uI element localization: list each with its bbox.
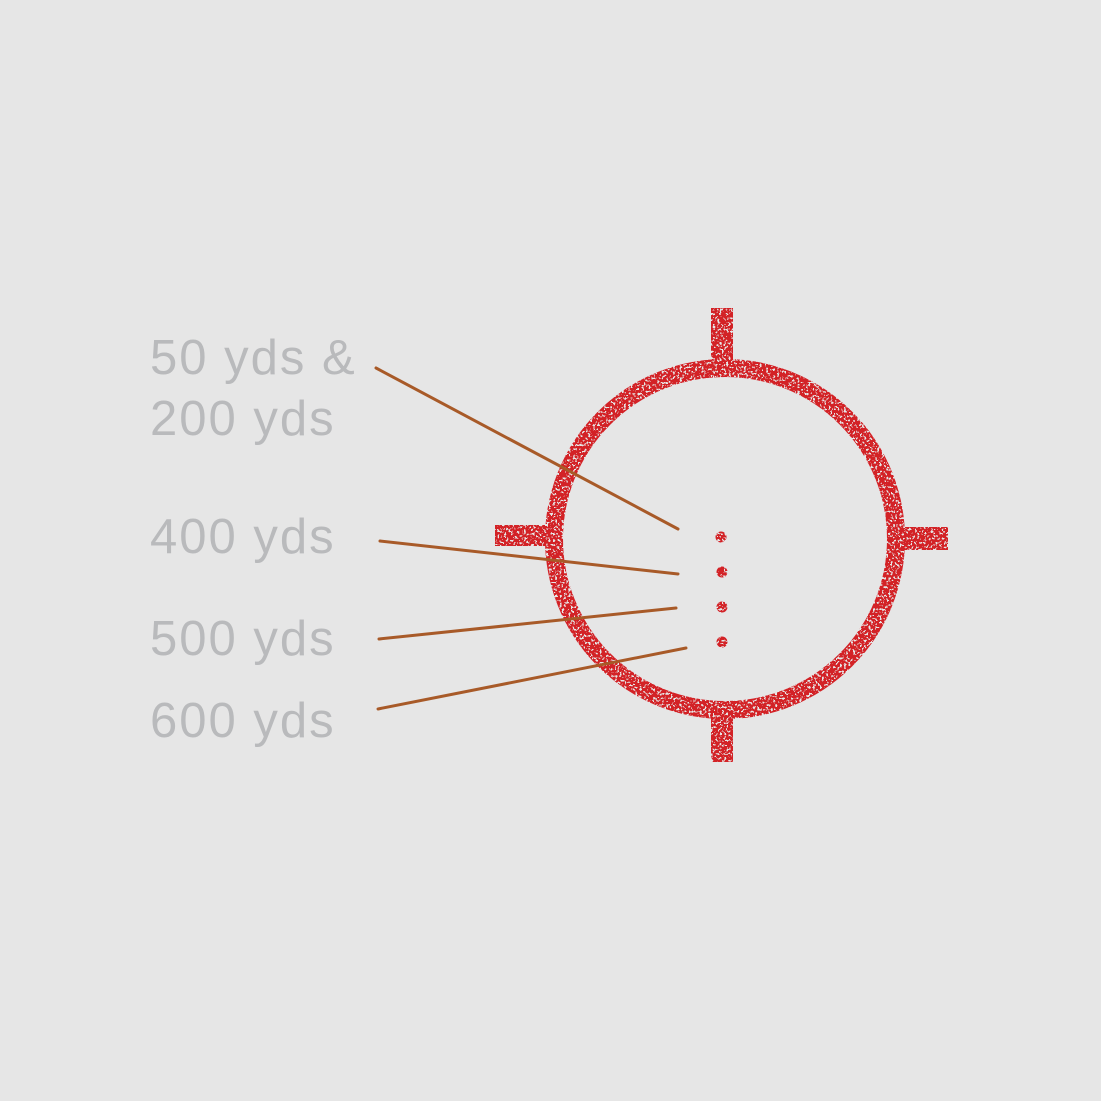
label-zero-range-line-2: 200 yds <box>150 392 336 446</box>
reticle-tick-left <box>495 525 553 546</box>
leader-line-600yds <box>376 646 688 711</box>
label-zero-range-line-1: 50 yds & <box>150 331 357 385</box>
reticle-tick-bottom <box>711 706 733 762</box>
reticle-tick-right <box>897 527 948 550</box>
leader-lines <box>374 366 688 711</box>
reticle-tick-top <box>711 308 733 366</box>
holdover-dot-4 <box>716 636 728 648</box>
leader-line-400yds <box>378 539 680 576</box>
label-400yds-line-1: 400 yds <box>150 510 336 564</box>
label-500yds: 500 yds <box>150 609 336 670</box>
leader-line-zero-range <box>374 366 680 531</box>
holdover-dot-3 <box>716 601 728 613</box>
holdover-dot-1 <box>715 531 727 543</box>
leader-line-500yds <box>377 606 678 641</box>
reticle-shape <box>495 308 948 762</box>
label-zero-range: 50 yds & 200 yds <box>150 328 357 450</box>
label-600yds: 600 yds <box>150 691 336 752</box>
label-600yds-line-1: 600 yds <box>150 694 336 748</box>
label-400yds: 400 yds <box>150 507 336 568</box>
holdover-dot-2 <box>716 566 728 578</box>
label-500yds-line-1: 500 yds <box>150 612 336 666</box>
